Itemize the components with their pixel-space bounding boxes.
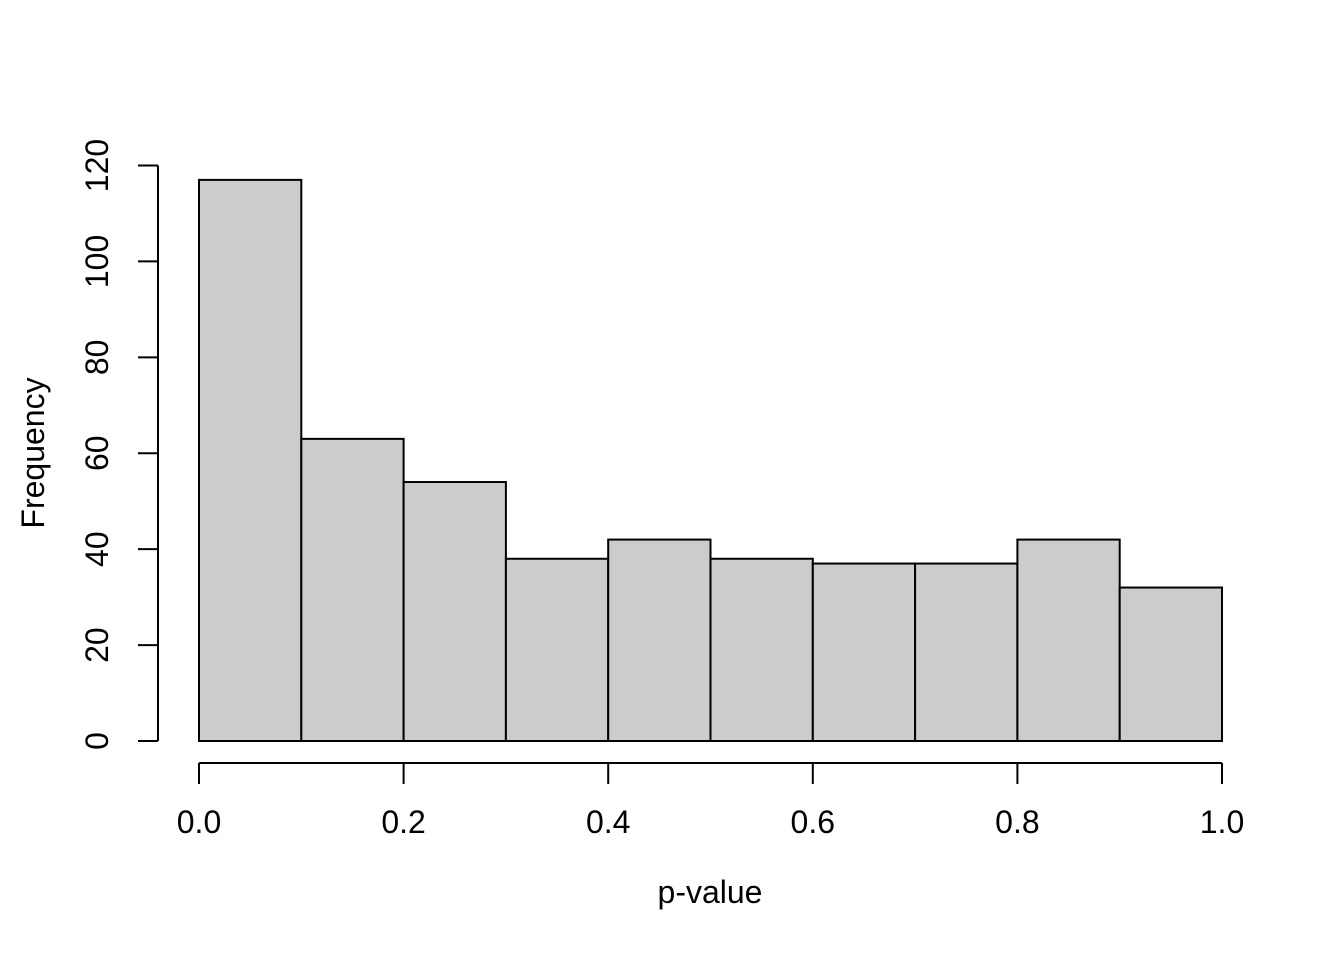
x-axis-tick-label: 0.8 [995, 804, 1039, 840]
histogram-bar [914, 562, 1019, 742]
x-axis-tick-label: 0.2 [381, 804, 425, 840]
histogram-bar [811, 562, 917, 742]
x-axis-tick-label: 0.4 [586, 804, 630, 840]
histogram-bar [1118, 586, 1223, 742]
bars-group [198, 178, 1223, 743]
histogram-bar [607, 538, 712, 743]
histogram-bar [300, 437, 405, 742]
y-axis: 0 20 40 60 80 100 120 [79, 139, 159, 750]
x-axis: 0.0 0.2 0.4 0.6 0.8 1.0 [177, 762, 1244, 840]
y-axis-tick-label: 40 [79, 531, 115, 567]
x-axis-tick-label: 1.0 [1200, 804, 1244, 840]
y-axis-tick-label: 120 [79, 139, 115, 192]
x-axis-tick-label: 0.6 [791, 804, 835, 840]
x-axis-title: p-value [658, 874, 763, 910]
histogram-bar [402, 481, 507, 742]
y-axis-tick-label: 20 [79, 627, 115, 663]
histogram-bar [709, 557, 814, 743]
y-axis-tick-label: 80 [79, 340, 115, 376]
histogram-bar [504, 557, 610, 743]
y-axis-title: Frequency [15, 377, 51, 528]
histogram-bar [198, 178, 303, 742]
x-axis-tick-label: 0.0 [177, 804, 221, 840]
y-axis-tick-label: 60 [79, 435, 115, 471]
histogram-bar [1016, 538, 1121, 743]
y-axis-tick-label: 100 [79, 235, 115, 288]
y-axis-tick-label: 0 [79, 732, 115, 750]
